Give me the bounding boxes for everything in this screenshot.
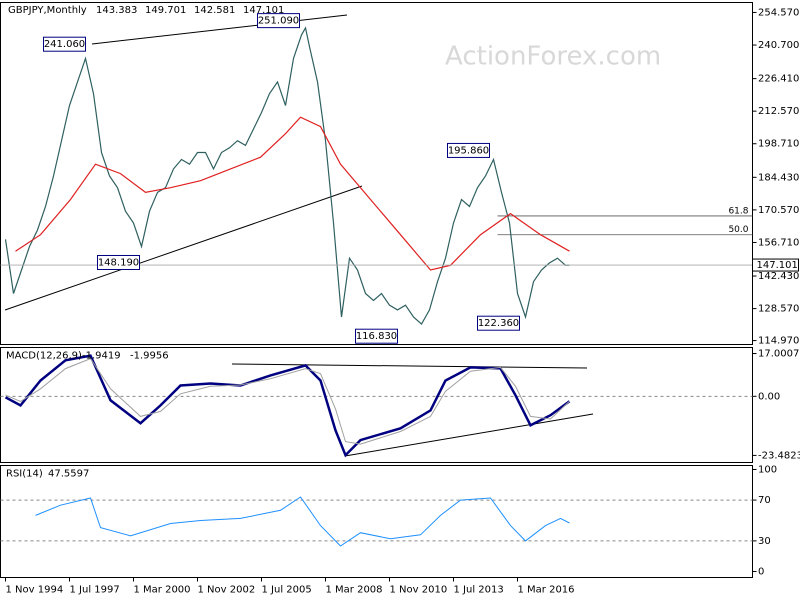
trend-line (344, 413, 594, 457)
x-tick-label: 1 Jul 2005 (262, 585, 312, 596)
annotation-box (447, 142, 490, 158)
x-tick-label: 1 Nov 2002 (198, 585, 256, 596)
series-line (35, 496, 570, 547)
y-tick-label: 70 (758, 495, 771, 506)
annotation-box (257, 13, 300, 29)
x-tick-label: 1 Jul 1997 (70, 585, 120, 596)
series-line (5, 357, 570, 445)
y-tick-label: 30 (758, 536, 771, 547)
x-tick-label: 1 Mar 2008 (326, 585, 383, 596)
trend-line (4, 185, 363, 311)
rsi-pane (0, 465, 753, 578)
annotation-box (97, 254, 140, 270)
watermark: ActionForex.com (445, 42, 661, 72)
y-tick-label: 0 (758, 566, 764, 577)
y-tick-label: 156.710 (758, 237, 799, 248)
y-tick-label: -23.4823 (758, 450, 800, 461)
annotation-label: 122.360 (478, 318, 519, 329)
series-line (15, 116, 570, 271)
y-tick-label: 170.570 (758, 205, 799, 216)
annotation-label: 241.060 (44, 39, 85, 50)
annotation-label: 195.860 (448, 145, 489, 156)
trend-line (91, 14, 348, 45)
x-tick-label: 1 Mar 2016 (518, 585, 575, 596)
indicator-value: 47.5597 (48, 469, 89, 480)
y-tick-label: 198.710 (758, 139, 799, 150)
annotation-box (355, 328, 398, 344)
y-tick-label: 254.570 (758, 7, 799, 18)
y-tick-label: 184.430 (758, 172, 799, 183)
y-tick-label: 0.00 (758, 391, 780, 402)
x-tick-label: 1 Nov 2010 (390, 585, 448, 596)
ohlc-open: 143.383 (96, 5, 137, 16)
fib-label: 50.0 (728, 225, 748, 235)
series-line (4, 26, 570, 326)
indicator-title: MACD(12,26,9) (6, 351, 82, 362)
y-tick-label: 226.410 (758, 74, 799, 85)
price-tag-label: 147.101 (757, 260, 798, 271)
fib-label: 61.8 (728, 206, 748, 216)
macd-pane (0, 347, 753, 463)
price-header: GBPJPY,Monthly 143.383 149.701 142.581 1… (8, 5, 284, 16)
y-tick-label: 212.570 (758, 106, 799, 117)
annotation-label: 251.090 (258, 16, 299, 27)
annotation-box (477, 315, 520, 331)
y-tick-label: 100 (758, 464, 777, 475)
price-pane (0, 2, 753, 345)
annotation-label: 148.190 (98, 257, 139, 268)
y-tick-label: 142.430 (758, 271, 799, 282)
x-tick-label: 1 Nov 1994 (6, 585, 64, 596)
annotation-box (43, 36, 86, 52)
plot-layer: 254.570 240.700 226.410 212.570 198.710 184.4… (0, 7, 800, 596)
trend-line (231, 363, 588, 369)
trend-lines (4, 14, 594, 457)
x-tick-label: 1 Jul 2013 (454, 585, 504, 596)
symbol: GBPJPY,Monthly (8, 5, 87, 16)
ohlc-low: 142.581 (194, 5, 235, 16)
price-tag (752, 258, 799, 272)
y-tick-label: 128.570 (758, 304, 799, 315)
x-tick-label: 1 Mar 2000 (134, 585, 191, 596)
indicator-title: RSI(14) (6, 469, 43, 480)
ohlc-high: 149.701 (145, 5, 186, 16)
y-tick-label: 240.700 (758, 40, 799, 51)
indicator-value: -1.9419 (82, 351, 121, 362)
indicator-value: -1.9956 (130, 351, 169, 362)
ohlc-close: 147.101 (243, 5, 284, 16)
y-tick-label: 17.0007 (758, 349, 799, 360)
annotation-label: 116.830 (356, 331, 397, 342)
y-tick-label: 114.970 (758, 336, 799, 347)
